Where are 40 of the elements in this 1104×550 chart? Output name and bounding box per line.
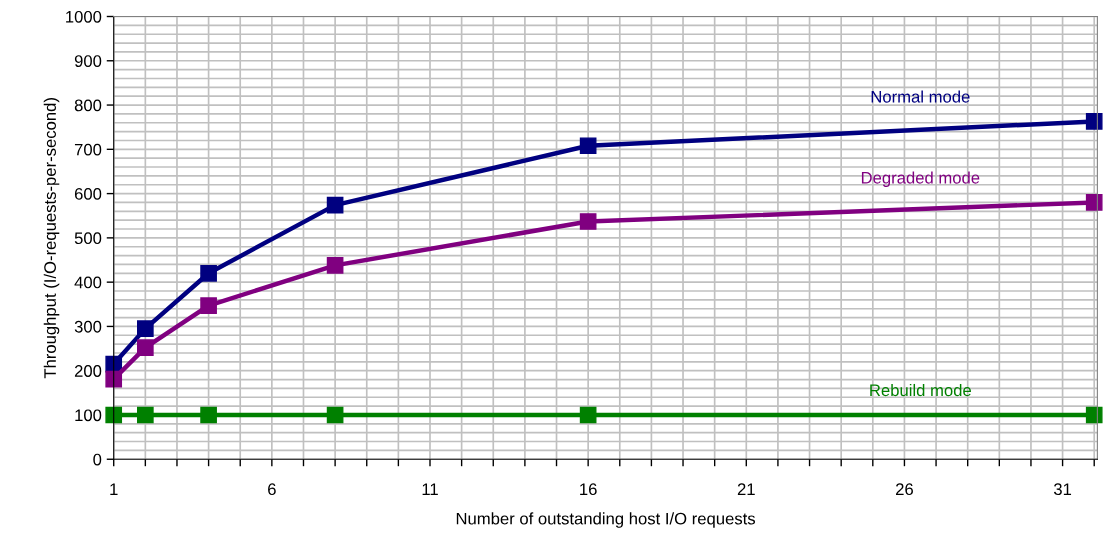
- point: [137, 406, 154, 424]
- point: [326, 406, 344, 424]
- y-tick-label: 400: [74, 276, 102, 289]
- x-tick-label: 21: [737, 483, 755, 495]
- y-tick-label: 500: [74, 232, 102, 245]
- y-tick-label: 800: [74, 99, 102, 112]
- x-tick-label: 26: [896, 483, 913, 496]
- x-axis-title: Number of outstanding host I/O requests: [456, 512, 756, 528]
- y-axis-title: Throughput (I/O-requests-per-second): [43, 98, 60, 379]
- x-tick-label: 16: [580, 483, 597, 496]
- point: [137, 339, 154, 357]
- y-tick-label: 100: [75, 409, 102, 422]
- point: [200, 297, 217, 314]
- series-label: Degraded mode: [861, 171, 980, 187]
- point: [1085, 113, 1103, 130]
- point: [326, 196, 344, 214]
- x-tick-label: 11: [422, 483, 438, 495]
- series-label: Rebuild mode: [870, 383, 971, 397]
- point: [579, 213, 597, 230]
- series-label: Normal mode: [871, 90, 970, 103]
- y-tick-label: 300: [74, 320, 102, 333]
- y-tick-label: 600: [74, 188, 102, 200]
- point: [137, 320, 154, 337]
- point: [200, 264, 217, 282]
- y-tick-label: 200: [74, 365, 102, 377]
- y-tick-label: 700: [74, 143, 102, 156]
- x-tick-label: 31: [1053, 483, 1072, 496]
- y-tick-label: 1000: [66, 10, 102, 23]
- y-tick-label: 0: [93, 453, 102, 466]
- point: [1085, 406, 1103, 424]
- y-tick-label: 900: [74, 55, 102, 67]
- point: [1085, 194, 1103, 211]
- x-tick-label: 6: [268, 483, 276, 496]
- x-tick-label: 1: [110, 483, 118, 495]
- point: [326, 256, 344, 274]
- point: [200, 406, 217, 424]
- point: [579, 137, 597, 155]
- point: [105, 406, 123, 424]
- point: [579, 406, 597, 424]
- point: [105, 370, 123, 388]
